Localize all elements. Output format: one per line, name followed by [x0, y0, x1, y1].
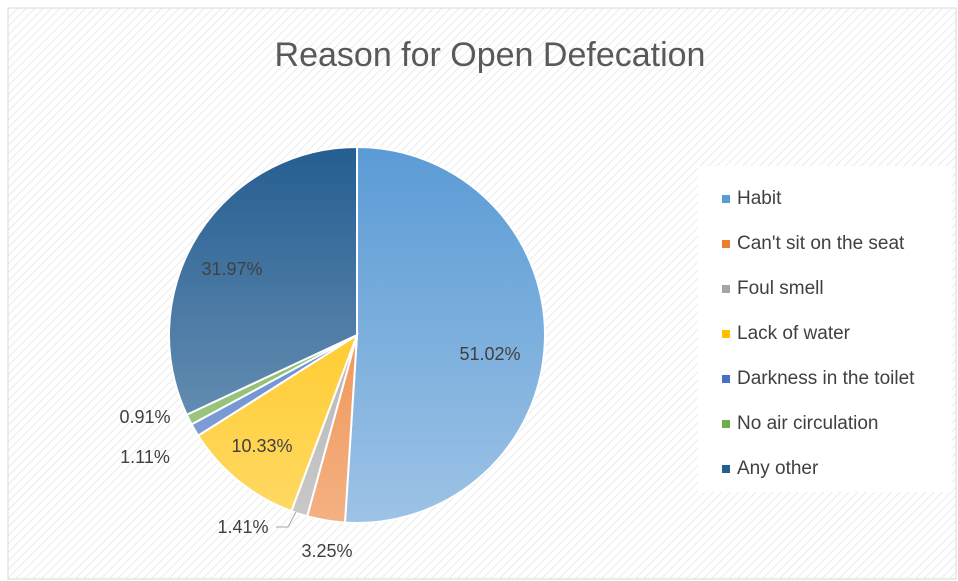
legend-swatch: [722, 285, 730, 293]
legend-swatch: [722, 465, 730, 473]
legend-label: Habit: [737, 188, 782, 209]
data-label: 10.33%: [231, 436, 292, 456]
pie-slice: [343, 145, 547, 524]
data-label: 0.91%: [119, 407, 170, 427]
legend-label: No air circulation: [737, 413, 879, 434]
legend-swatch: [722, 330, 730, 338]
legend-swatch: [722, 375, 730, 383]
pie-slice: [168, 145, 358, 417]
data-label: 1.11%: [120, 447, 170, 467]
data-label: 51.02%: [459, 344, 520, 364]
legend-swatch: [722, 195, 730, 203]
legend-label: Foul smell: [737, 278, 824, 299]
legend-swatch: [722, 240, 730, 248]
legend-swatch: [722, 420, 730, 428]
data-label: 31.97%: [201, 259, 262, 279]
legend-label: Can't sit on the seat: [737, 233, 905, 254]
legend-box: [698, 166, 952, 492]
legend-label: Darkness in the toilet: [737, 368, 915, 389]
legend-label: Lack of water: [737, 323, 851, 344]
leader-line: [276, 511, 297, 528]
data-label: 1.41%: [217, 517, 268, 537]
pie-slice: [196, 332, 359, 513]
chart-title: Reason for Open Defecation: [275, 36, 706, 74]
data-label: 3.25%: [301, 541, 352, 561]
legend-label: Any other: [737, 458, 819, 479]
